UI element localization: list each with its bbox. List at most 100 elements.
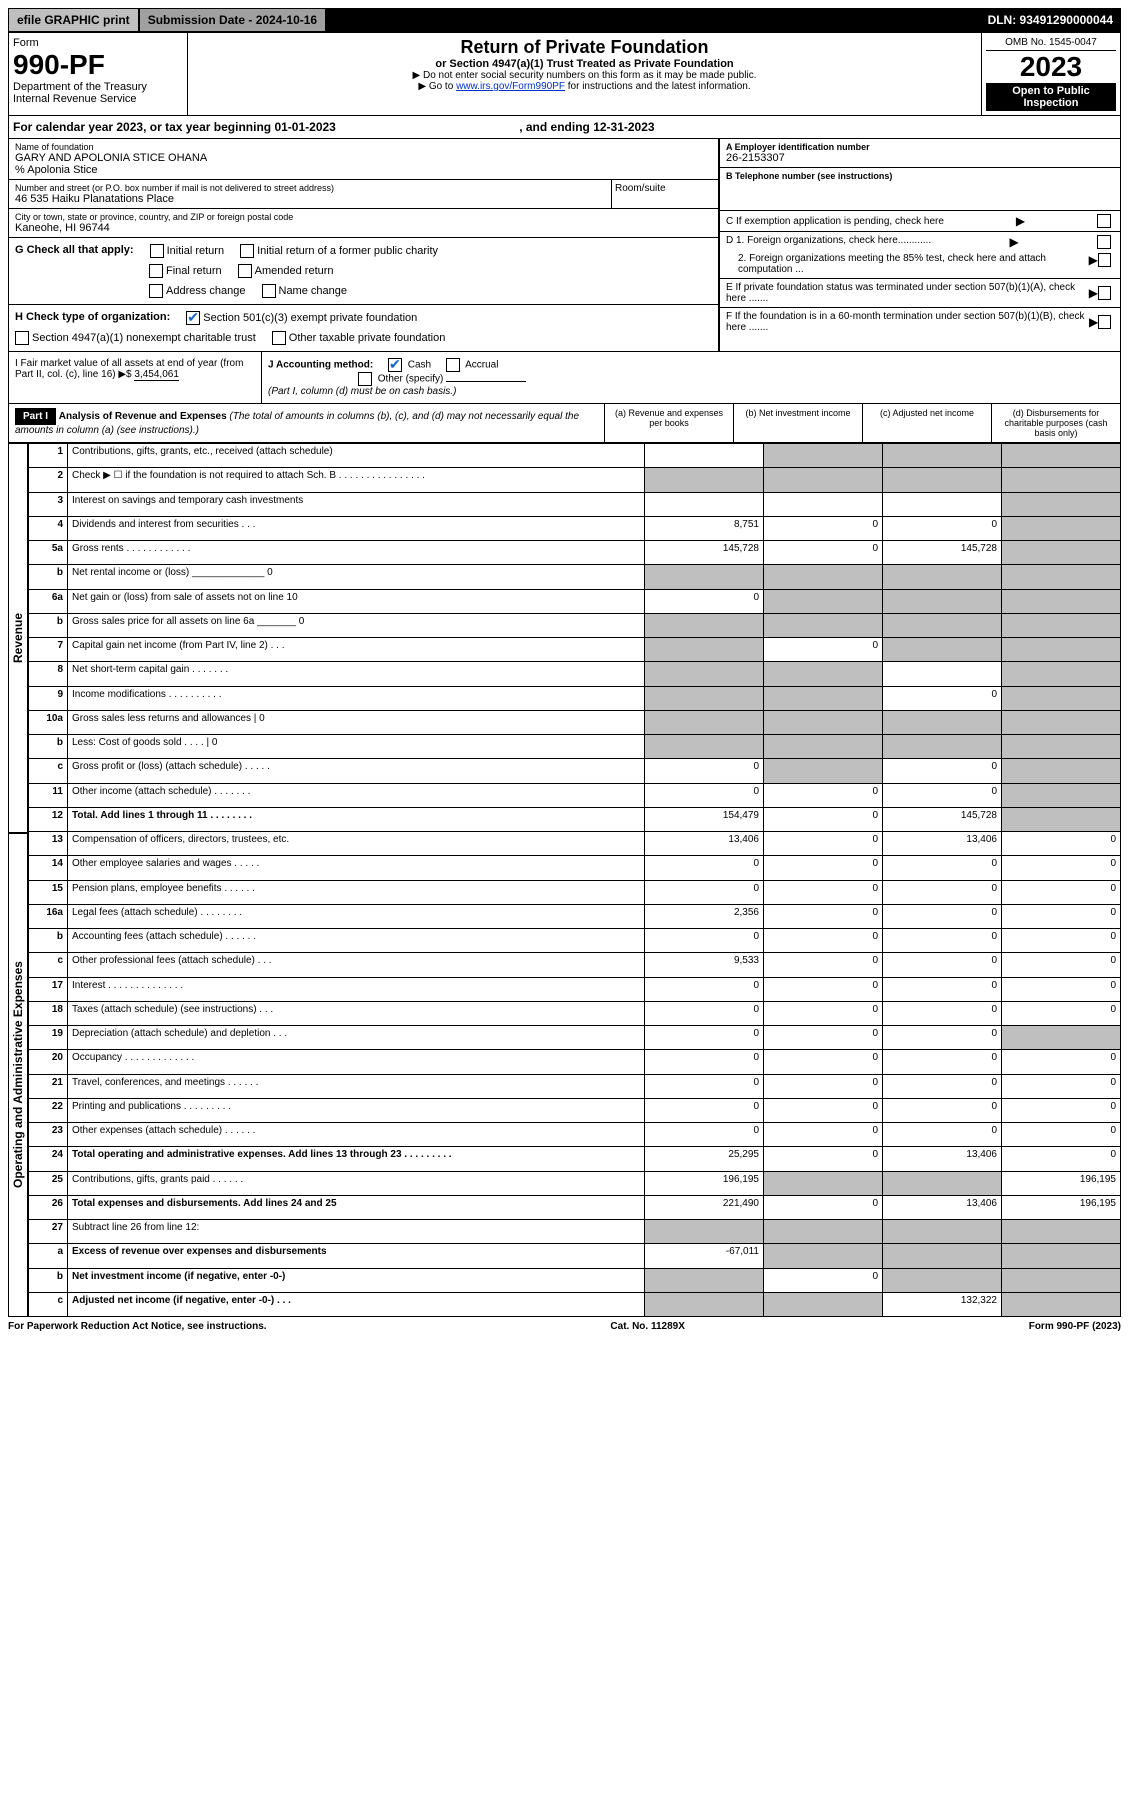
row-desc: Gross profit or (loss) (attach schedule)…: [68, 759, 645, 783]
row-num: 13: [29, 832, 68, 856]
cb-d1[interactable]: [1097, 235, 1111, 249]
amt-cell: 0: [645, 1098, 764, 1122]
table-row: 9Income modifications . . . . . . . . . …: [29, 686, 1121, 710]
irs-link[interactable]: www.irs.gov/Form990PF: [456, 81, 565, 92]
table-row: 24Total operating and administrative exp…: [29, 1147, 1121, 1171]
row-num: 11: [29, 783, 68, 807]
cb-other-method[interactable]: [358, 372, 372, 386]
cb-name[interactable]: [262, 284, 276, 298]
row-num: 7: [29, 638, 68, 662]
row-desc: Net rental income or (loss) ____________…: [68, 565, 645, 589]
table-row: 23Other expenses (attach schedule) . . .…: [29, 1123, 1121, 1147]
cb-address[interactable]: [149, 284, 163, 298]
amt-cell: [883, 710, 1002, 734]
cb-final[interactable]: [149, 264, 163, 278]
amt-cell: 0: [1002, 1123, 1121, 1147]
omb-number: OMB No. 1545-0047: [986, 37, 1116, 51]
amt-cell: 0: [764, 541, 883, 565]
g-name-change: Name change: [279, 285, 348, 297]
amt-cell: [883, 589, 1002, 613]
amt-cell: [764, 565, 883, 589]
submission-date: Submission Date - 2024-10-16: [139, 8, 326, 32]
footer-left: For Paperwork Reduction Act Notice, see …: [8, 1321, 267, 1332]
amt-cell: [1002, 807, 1121, 831]
cb-initial[interactable]: [150, 244, 164, 258]
cb-accrual[interactable]: [446, 358, 460, 372]
period-mid: , and ending: [519, 120, 593, 134]
amt-cell: [883, 565, 1002, 589]
amt-cell: [645, 662, 764, 686]
row-num: 10a: [29, 710, 68, 734]
row-num: 17: [29, 977, 68, 1001]
amt-cell: [883, 1244, 1002, 1268]
g-row2: Final return Amended return: [9, 264, 718, 284]
amt-cell: [1002, 638, 1121, 662]
g-amended: Amended return: [255, 265, 334, 277]
amt-cell: 0: [764, 783, 883, 807]
amt-cell: 0: [764, 1050, 883, 1074]
amt-cell: [764, 686, 883, 710]
table-row: bAccounting fees (attach schedule) . . .…: [29, 929, 1121, 953]
table-row: 15Pension plans, employee benefits . . .…: [29, 880, 1121, 904]
amt-cell: 145,728: [883, 807, 1002, 831]
instr-post: for instructions and the latest informat…: [565, 81, 751, 92]
room-suite-label: Room/suite: [611, 180, 718, 208]
cb-other-taxable[interactable]: [272, 331, 286, 345]
cb-d2[interactable]: [1098, 253, 1111, 267]
period-end: 12-31-2023: [593, 120, 654, 134]
cb-amended[interactable]: [238, 264, 252, 278]
table-row: 2Check ▶ ☐ if the foundation is not requ…: [29, 468, 1121, 492]
h-row2: Section 4947(a)(1) nonexempt charitable …: [9, 331, 718, 351]
period-pre: For calendar year 2023, or tax year begi…: [13, 120, 274, 134]
amt-cell: 0: [645, 1050, 764, 1074]
row-num: 9: [29, 686, 68, 710]
table-row: 4Dividends and interest from securities …: [29, 516, 1121, 540]
cb-cash[interactable]: [388, 358, 402, 372]
amt-cell: 0: [764, 880, 883, 904]
row-num: 23: [29, 1123, 68, 1147]
amt-cell: 0: [883, 516, 1002, 540]
cb-initial-former[interactable]: [240, 244, 254, 258]
amt-cell: 13,406: [883, 1147, 1002, 1171]
cb-f[interactable]: [1098, 315, 1111, 329]
row-desc: Contributions, gifts, grants, etc., rece…: [68, 444, 645, 468]
amt-cell: [764, 468, 883, 492]
amt-cell: 0: [1002, 977, 1121, 1001]
top-bar: efile GRAPHIC print Submission Date - 20…: [8, 8, 1121, 32]
amt-cell: 0: [1002, 904, 1121, 928]
cb-e[interactable]: [1098, 286, 1111, 300]
h-row: H Check type of organization: Section 50…: [9, 304, 718, 331]
row-desc: Excess of revenue over expenses and disb…: [68, 1244, 645, 1268]
amt-cell: 0: [764, 1098, 883, 1122]
amt-cell: [1002, 613, 1121, 637]
amt-cell: [1002, 468, 1121, 492]
amt-cell: [1002, 759, 1121, 783]
table-row: 12Total. Add lines 1 through 11 . . . . …: [29, 807, 1121, 831]
amt-cell: 0: [764, 1268, 883, 1292]
amt-cell: [883, 1220, 1002, 1244]
row-desc: Gross sales less returns and allowances …: [68, 710, 645, 734]
form-title: Return of Private Foundation: [192, 37, 977, 58]
table-row: 1Contributions, gifts, grants, etc., rec…: [29, 444, 1121, 468]
amt-cell: 0: [883, 1050, 1002, 1074]
amt-cell: 0: [1002, 929, 1121, 953]
table-row: aExcess of revenue over expenses and dis…: [29, 1244, 1121, 1268]
amt-cell: 196,195: [1002, 1195, 1121, 1219]
cb-501c3[interactable]: [186, 311, 200, 325]
amt-cell: [1002, 541, 1121, 565]
d2-label: 2. Foreign organizations meeting the 85%…: [726, 253, 1089, 275]
amt-cell: 0: [1002, 1098, 1121, 1122]
amt-cell: 0: [1002, 856, 1121, 880]
cb-c[interactable]: [1097, 214, 1111, 228]
amt-cell: [764, 759, 883, 783]
amt-cell: 25,295: [645, 1147, 764, 1171]
row-desc: Occupancy . . . . . . . . . . . . .: [68, 1050, 645, 1074]
amt-cell: 13,406: [883, 1195, 1002, 1219]
part1-badge: Part I: [15, 408, 56, 425]
h-label: H Check type of organization:: [15, 311, 170, 323]
irs-label: Internal Revenue Service: [13, 93, 183, 105]
form-label: Form: [13, 37, 183, 49]
footer-center: Cat. No. 11289X: [610, 1321, 684, 1332]
amt-cell: 0: [764, 953, 883, 977]
cb-4947[interactable]: [15, 331, 29, 345]
